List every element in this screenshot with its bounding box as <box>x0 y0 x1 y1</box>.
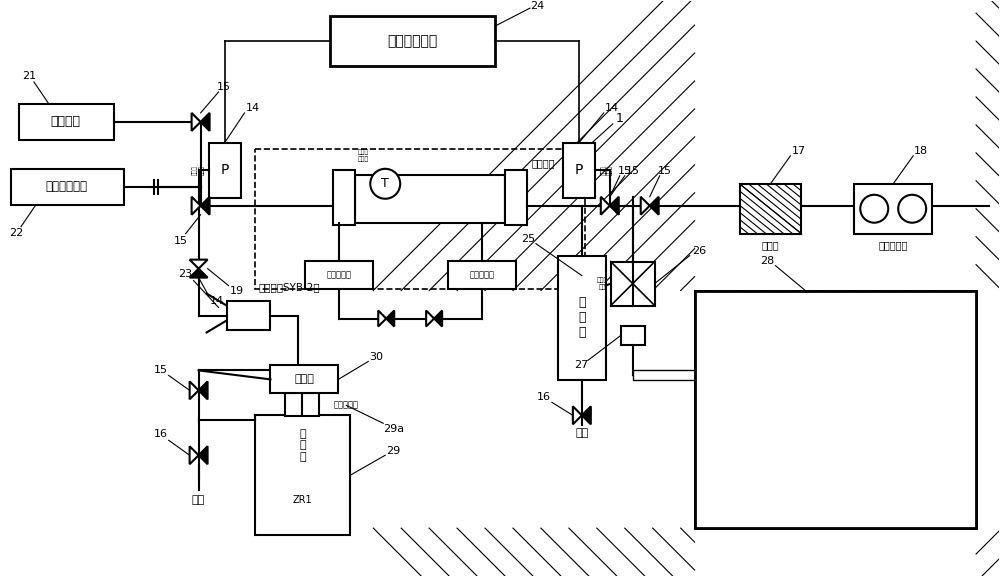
Text: 15: 15 <box>658 166 672 176</box>
Text: 22: 22 <box>9 228 23 238</box>
Text: 15: 15 <box>154 365 168 376</box>
Bar <box>255 415 350 535</box>
Polygon shape <box>573 406 582 425</box>
Polygon shape <box>610 197 619 215</box>
Bar <box>19 104 114 140</box>
Text: 压力传感器: 压力传感器 <box>470 270 495 279</box>
Text: 放空: 放空 <box>192 495 205 505</box>
Polygon shape <box>190 268 208 278</box>
Text: P: P <box>220 163 229 177</box>
Text: 30: 30 <box>369 353 383 362</box>
Bar <box>448 260 516 289</box>
Polygon shape <box>426 310 434 327</box>
Text: 低温水浴: 低温水浴 <box>531 158 555 168</box>
Polygon shape <box>199 446 208 464</box>
Text: 15: 15 <box>618 166 632 176</box>
Text: 28: 28 <box>760 256 775 266</box>
Text: 1: 1 <box>616 112 624 126</box>
Text: 15: 15 <box>174 236 188 246</box>
Bar <box>558 256 606 380</box>
Polygon shape <box>192 197 201 215</box>
Bar <box>227 301 270 331</box>
Text: 干燥剂: 干燥剂 <box>762 241 779 251</box>
Bar <box>621 325 645 346</box>
Text: 手摇泵（SYB-2）: 手摇泵（SYB-2） <box>258 283 320 293</box>
Text: 渗流驱替气源: 渗流驱替气源 <box>46 180 88 194</box>
Bar <box>333 170 355 225</box>
Bar <box>285 393 319 416</box>
Polygon shape <box>378 310 386 327</box>
Text: 21: 21 <box>22 71 36 81</box>
Bar <box>563 143 595 198</box>
Polygon shape <box>201 113 210 131</box>
Bar <box>209 143 241 198</box>
Circle shape <box>860 195 888 223</box>
Bar <box>255 149 585 289</box>
Bar <box>355 175 505 223</box>
Bar <box>330 16 495 66</box>
Text: T: T <box>381 177 389 190</box>
Text: 储
气
罐: 储 气 罐 <box>578 296 586 339</box>
Bar <box>854 184 932 234</box>
Text: 26: 26 <box>693 245 707 256</box>
Polygon shape <box>190 260 208 268</box>
Text: ZR1: ZR1 <box>293 495 312 505</box>
Polygon shape <box>190 381 199 399</box>
Text: 14: 14 <box>245 103 260 113</box>
Text: 29a: 29a <box>383 425 404 434</box>
Text: 15: 15 <box>626 166 640 176</box>
Text: 14: 14 <box>605 103 619 113</box>
Text: 16: 16 <box>154 429 168 439</box>
Bar <box>305 260 373 289</box>
Bar <box>270 365 338 393</box>
Polygon shape <box>601 197 610 215</box>
Bar <box>695 290 976 528</box>
Text: 23: 23 <box>179 268 193 279</box>
Text: 19: 19 <box>229 286 244 295</box>
Polygon shape <box>190 446 199 464</box>
Bar <box>11 169 124 204</box>
Bar <box>611 262 655 305</box>
Text: 甲烷气源: 甲烷气源 <box>51 115 81 128</box>
Bar <box>633 370 695 380</box>
Text: 24: 24 <box>530 1 544 11</box>
Circle shape <box>898 195 926 223</box>
Text: 15: 15 <box>217 82 231 92</box>
Text: 29: 29 <box>386 446 400 456</box>
Text: 17: 17 <box>791 146 805 156</box>
Text: 14: 14 <box>210 295 224 305</box>
Text: 气体流量计: 气体流量计 <box>879 241 908 251</box>
Bar <box>695 290 976 528</box>
Polygon shape <box>434 310 442 327</box>
Text: 煤
样
桶: 煤 样 桶 <box>299 429 306 462</box>
Text: 端部堵
感片出: 端部堵 感片出 <box>601 165 613 175</box>
Text: 应变仪: 应变仪 <box>294 374 314 384</box>
Polygon shape <box>192 113 201 131</box>
Text: 压力传感器: 压力传感器 <box>327 270 352 279</box>
Polygon shape <box>201 197 210 215</box>
Circle shape <box>370 169 400 199</box>
Text: 应变片接口: 应变片接口 <box>334 401 359 410</box>
Text: 16: 16 <box>537 392 551 403</box>
Text: 端部堵
感片出: 端部堵 感片出 <box>193 165 205 175</box>
Polygon shape <box>650 197 659 215</box>
Text: 搅磁老
化用服: 搅磁老 化用服 <box>358 150 369 162</box>
Text: 电阻率测定仪: 电阻率测定仪 <box>387 34 437 48</box>
Polygon shape <box>641 197 650 215</box>
Text: 25: 25 <box>521 234 535 244</box>
Text: P: P <box>575 163 583 177</box>
Text: 气动薄
膜阀: 气动薄 膜阀 <box>597 278 608 290</box>
Polygon shape <box>582 406 591 425</box>
Text: 18: 18 <box>914 146 928 156</box>
Bar <box>505 170 527 225</box>
Polygon shape <box>386 310 394 327</box>
Text: 27: 27 <box>574 361 588 370</box>
Text: 放空: 放空 <box>575 429 588 438</box>
Polygon shape <box>199 381 208 399</box>
Bar <box>740 184 801 234</box>
